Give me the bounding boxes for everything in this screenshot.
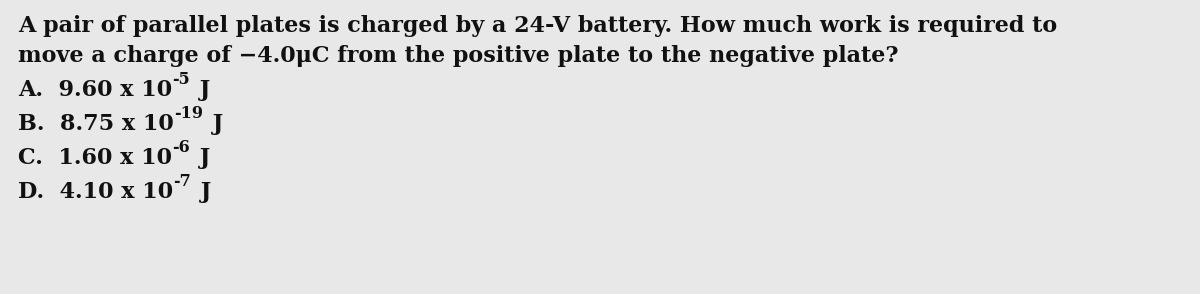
Text: J: J [192,147,210,169]
Text: -6: -6 [172,139,190,156]
Text: A pair of parallel plates is charged by a 24-V battery. How much work is require: A pair of parallel plates is charged by … [18,15,1057,37]
Text: D.  4.10 x 10: D. 4.10 x 10 [18,181,173,203]
Text: A.  9.60 x 10: A. 9.60 x 10 [18,79,172,101]
Text: move a charge of −4.0μC from the positive plate to the negative plate?: move a charge of −4.0μC from the positiv… [18,45,899,67]
Text: J: J [192,79,210,101]
Text: J: J [205,113,223,135]
Text: -5: -5 [172,71,190,88]
Text: J: J [193,181,211,203]
Text: B.  8.75 x 10: B. 8.75 x 10 [18,113,174,135]
Text: C.  1.60 x 10: C. 1.60 x 10 [18,147,172,169]
Text: -7: -7 [173,173,191,190]
Text: -19: -19 [174,105,203,122]
